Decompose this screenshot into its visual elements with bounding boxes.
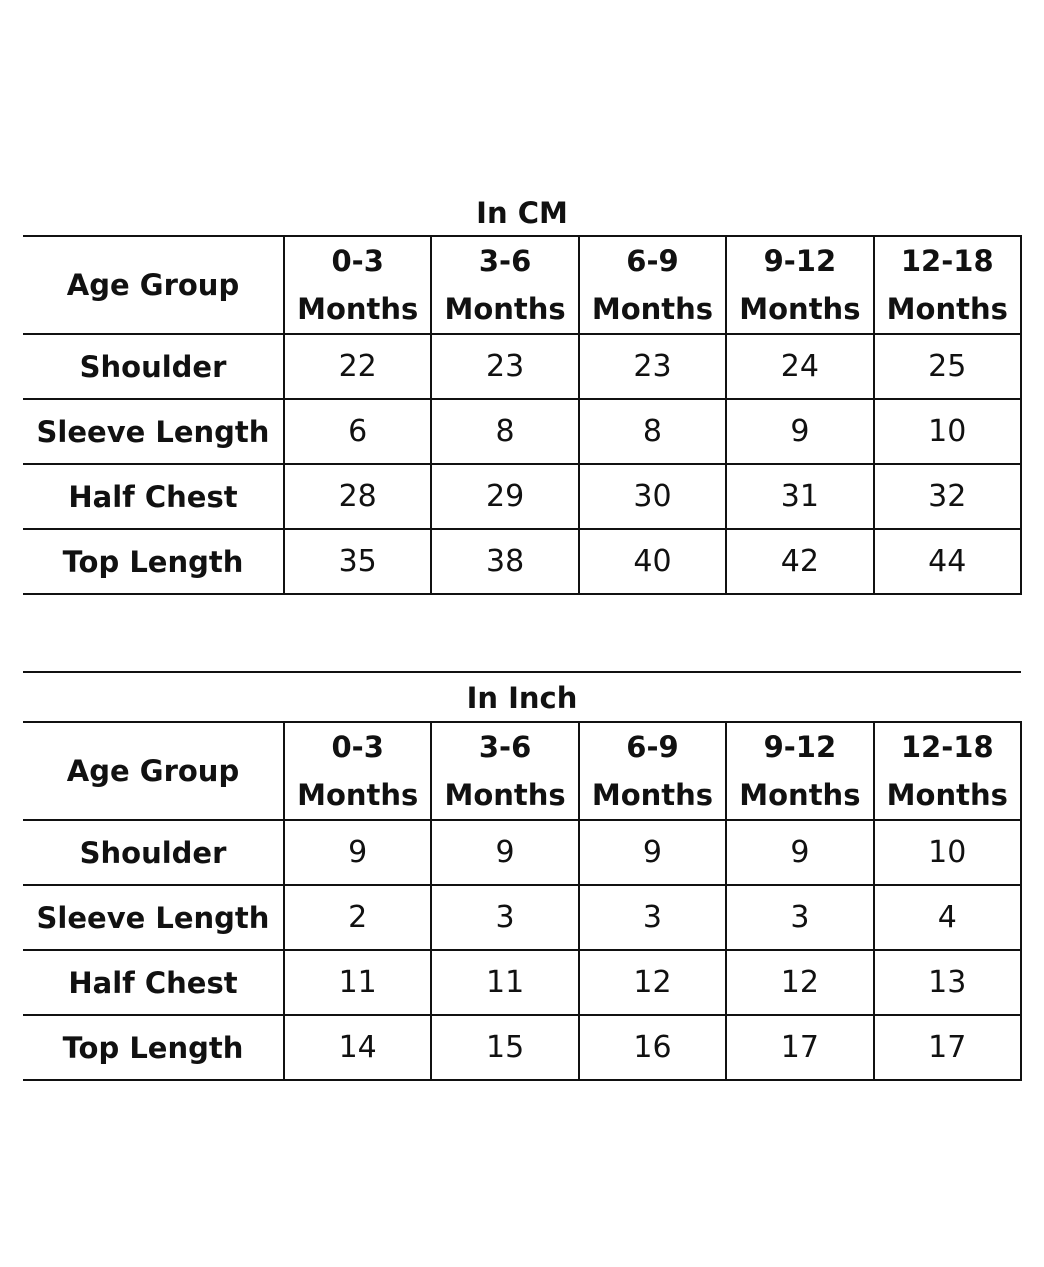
column-header: 9-12 Months xyxy=(725,721,875,821)
table-cell: 12 xyxy=(725,949,875,1016)
table-cell: 23 xyxy=(577,333,728,400)
age-range: 6-9 xyxy=(626,730,679,764)
row-label: Shoulder xyxy=(23,333,285,400)
row-label: Sleeve Length xyxy=(23,398,285,465)
column-header: 3-6 Months xyxy=(430,235,580,335)
table-cell: 17 xyxy=(725,1014,875,1081)
table-cell: 28 xyxy=(282,463,433,530)
table-cell: 3 xyxy=(577,884,728,951)
age-range: 12-18 xyxy=(900,244,994,278)
table-cell: 44 xyxy=(872,528,1022,595)
row-label: Shoulder xyxy=(23,819,285,886)
age-unit: Months xyxy=(444,778,566,812)
table-cell: 10 xyxy=(872,398,1022,465)
table-cell: 42 xyxy=(725,528,875,595)
age-unit: Months xyxy=(886,778,1008,812)
table-cell: 17 xyxy=(872,1014,1022,1081)
column-header: 12-18 Months xyxy=(872,721,1022,821)
age-unit: Months xyxy=(297,778,419,812)
size-chart-inch: In Inch Age Group 0-3 Months 3-6 Months 6-… xyxy=(23,671,1022,1081)
table-cell: 2 xyxy=(282,884,433,951)
age-range: 6-9 xyxy=(626,244,679,278)
table-cell: 8 xyxy=(577,398,728,465)
age-unit: Months xyxy=(739,778,861,812)
table-cell: 16 xyxy=(577,1014,728,1081)
table-cell: 6 xyxy=(282,398,433,465)
age-range: 0-3 xyxy=(331,730,384,764)
table-cell: 38 xyxy=(430,528,580,595)
table-cell: 24 xyxy=(725,333,875,400)
column-header: 9-12 Months xyxy=(725,235,875,335)
table-row: Top Length 14 15 16 17 17 xyxy=(23,1014,1022,1081)
size-chart-cm: In CM Age Group 0-3 Months 3-6 Months 6-9 M… xyxy=(23,195,1022,595)
age-unit: Months xyxy=(297,292,419,326)
table-row: Sleeve Length 6 8 8 9 10 xyxy=(23,398,1022,465)
table-cell: 13 xyxy=(872,949,1022,1016)
row-label: Sleeve Length xyxy=(23,884,285,951)
age-range: 3-6 xyxy=(478,730,532,764)
table-cell: 35 xyxy=(282,528,433,595)
header-row: Age Group 0-3 Months 3-6 Months 6-9 Months … xyxy=(23,235,1022,335)
age-range: 9-12 xyxy=(763,244,837,278)
age-range: 3-6 xyxy=(478,244,532,278)
age-unit: Months xyxy=(591,292,714,326)
row-label: Top Length xyxy=(23,528,285,595)
table-row: Half Chest 28 29 30 31 32 xyxy=(23,463,1022,530)
age-range: 12-18 xyxy=(900,730,994,764)
table-cell: 29 xyxy=(430,463,580,530)
table-cell: 9 xyxy=(725,819,875,886)
column-header: 12-18 Months xyxy=(872,235,1022,335)
column-header: 0-3 Months xyxy=(282,235,433,335)
table-cell: 10 xyxy=(872,819,1022,886)
age-unit: Months xyxy=(739,292,861,326)
table-row: Shoulder 22 23 23 24 25 xyxy=(23,333,1022,400)
table-cell: 14 xyxy=(282,1014,433,1081)
column-header: 3-6 Months xyxy=(430,721,580,821)
table-cell: 4 xyxy=(872,884,1022,951)
age-unit: Months xyxy=(886,292,1008,326)
table-cell: 8 xyxy=(430,398,580,465)
row-label: Half Chest xyxy=(23,949,285,1016)
table-cell: 22 xyxy=(282,333,433,400)
age-range: 0-3 xyxy=(331,244,384,278)
table-row: Half Chest 11 11 12 12 13 xyxy=(23,949,1022,1016)
table-cell: 3 xyxy=(430,884,580,951)
table-cell: 25 xyxy=(872,333,1022,400)
size-table-inch: Age Group 0-3 Months 3-6 Months 6-9 Months … xyxy=(23,721,1022,1081)
age-group-header: Age Group xyxy=(23,235,285,335)
size-table-cm: Age Group 0-3 Months 3-6 Months 6-9 Months … xyxy=(23,235,1022,595)
age-unit: Months xyxy=(444,292,566,326)
table-row: Sleeve Length 2 3 3 3 4 xyxy=(23,884,1022,951)
table-row: Shoulder 9 9 9 9 10 xyxy=(23,819,1022,886)
row-label: Half Chest xyxy=(23,463,285,530)
column-header: 0-3 Months xyxy=(282,721,433,821)
column-header: 6-9 Months xyxy=(577,721,728,821)
table-cell: 11 xyxy=(430,949,580,1016)
table-cell: 9 xyxy=(725,398,875,465)
age-range: 9-12 xyxy=(763,730,837,764)
row-label: Top Length xyxy=(23,1014,285,1081)
table-cell: 23 xyxy=(430,333,580,400)
table-row: Top Length 35 38 40 42 44 xyxy=(23,528,1022,595)
age-unit: Months xyxy=(591,778,714,812)
table-cell: 3 xyxy=(725,884,875,951)
table-cell: 32 xyxy=(872,463,1022,530)
table-cell: 11 xyxy=(282,949,433,1016)
table-cell: 15 xyxy=(430,1014,580,1081)
table-cell: 12 xyxy=(577,949,728,1016)
column-header: 6-9 Months xyxy=(577,235,728,335)
header-row: Age Group 0-3 Months 3-6 Months 6-9 Months … xyxy=(23,721,1022,821)
table-cell: 30 xyxy=(577,463,728,530)
table-cell: 40 xyxy=(577,528,728,595)
table-title: In Inch xyxy=(23,671,1021,721)
table-title: In CM xyxy=(476,196,568,230)
table-cell: 9 xyxy=(430,819,580,886)
table-cell: 9 xyxy=(577,819,728,886)
table-cell: 9 xyxy=(282,819,433,886)
table-cell: 31 xyxy=(725,463,875,530)
age-group-header: Age Group xyxy=(23,721,285,821)
